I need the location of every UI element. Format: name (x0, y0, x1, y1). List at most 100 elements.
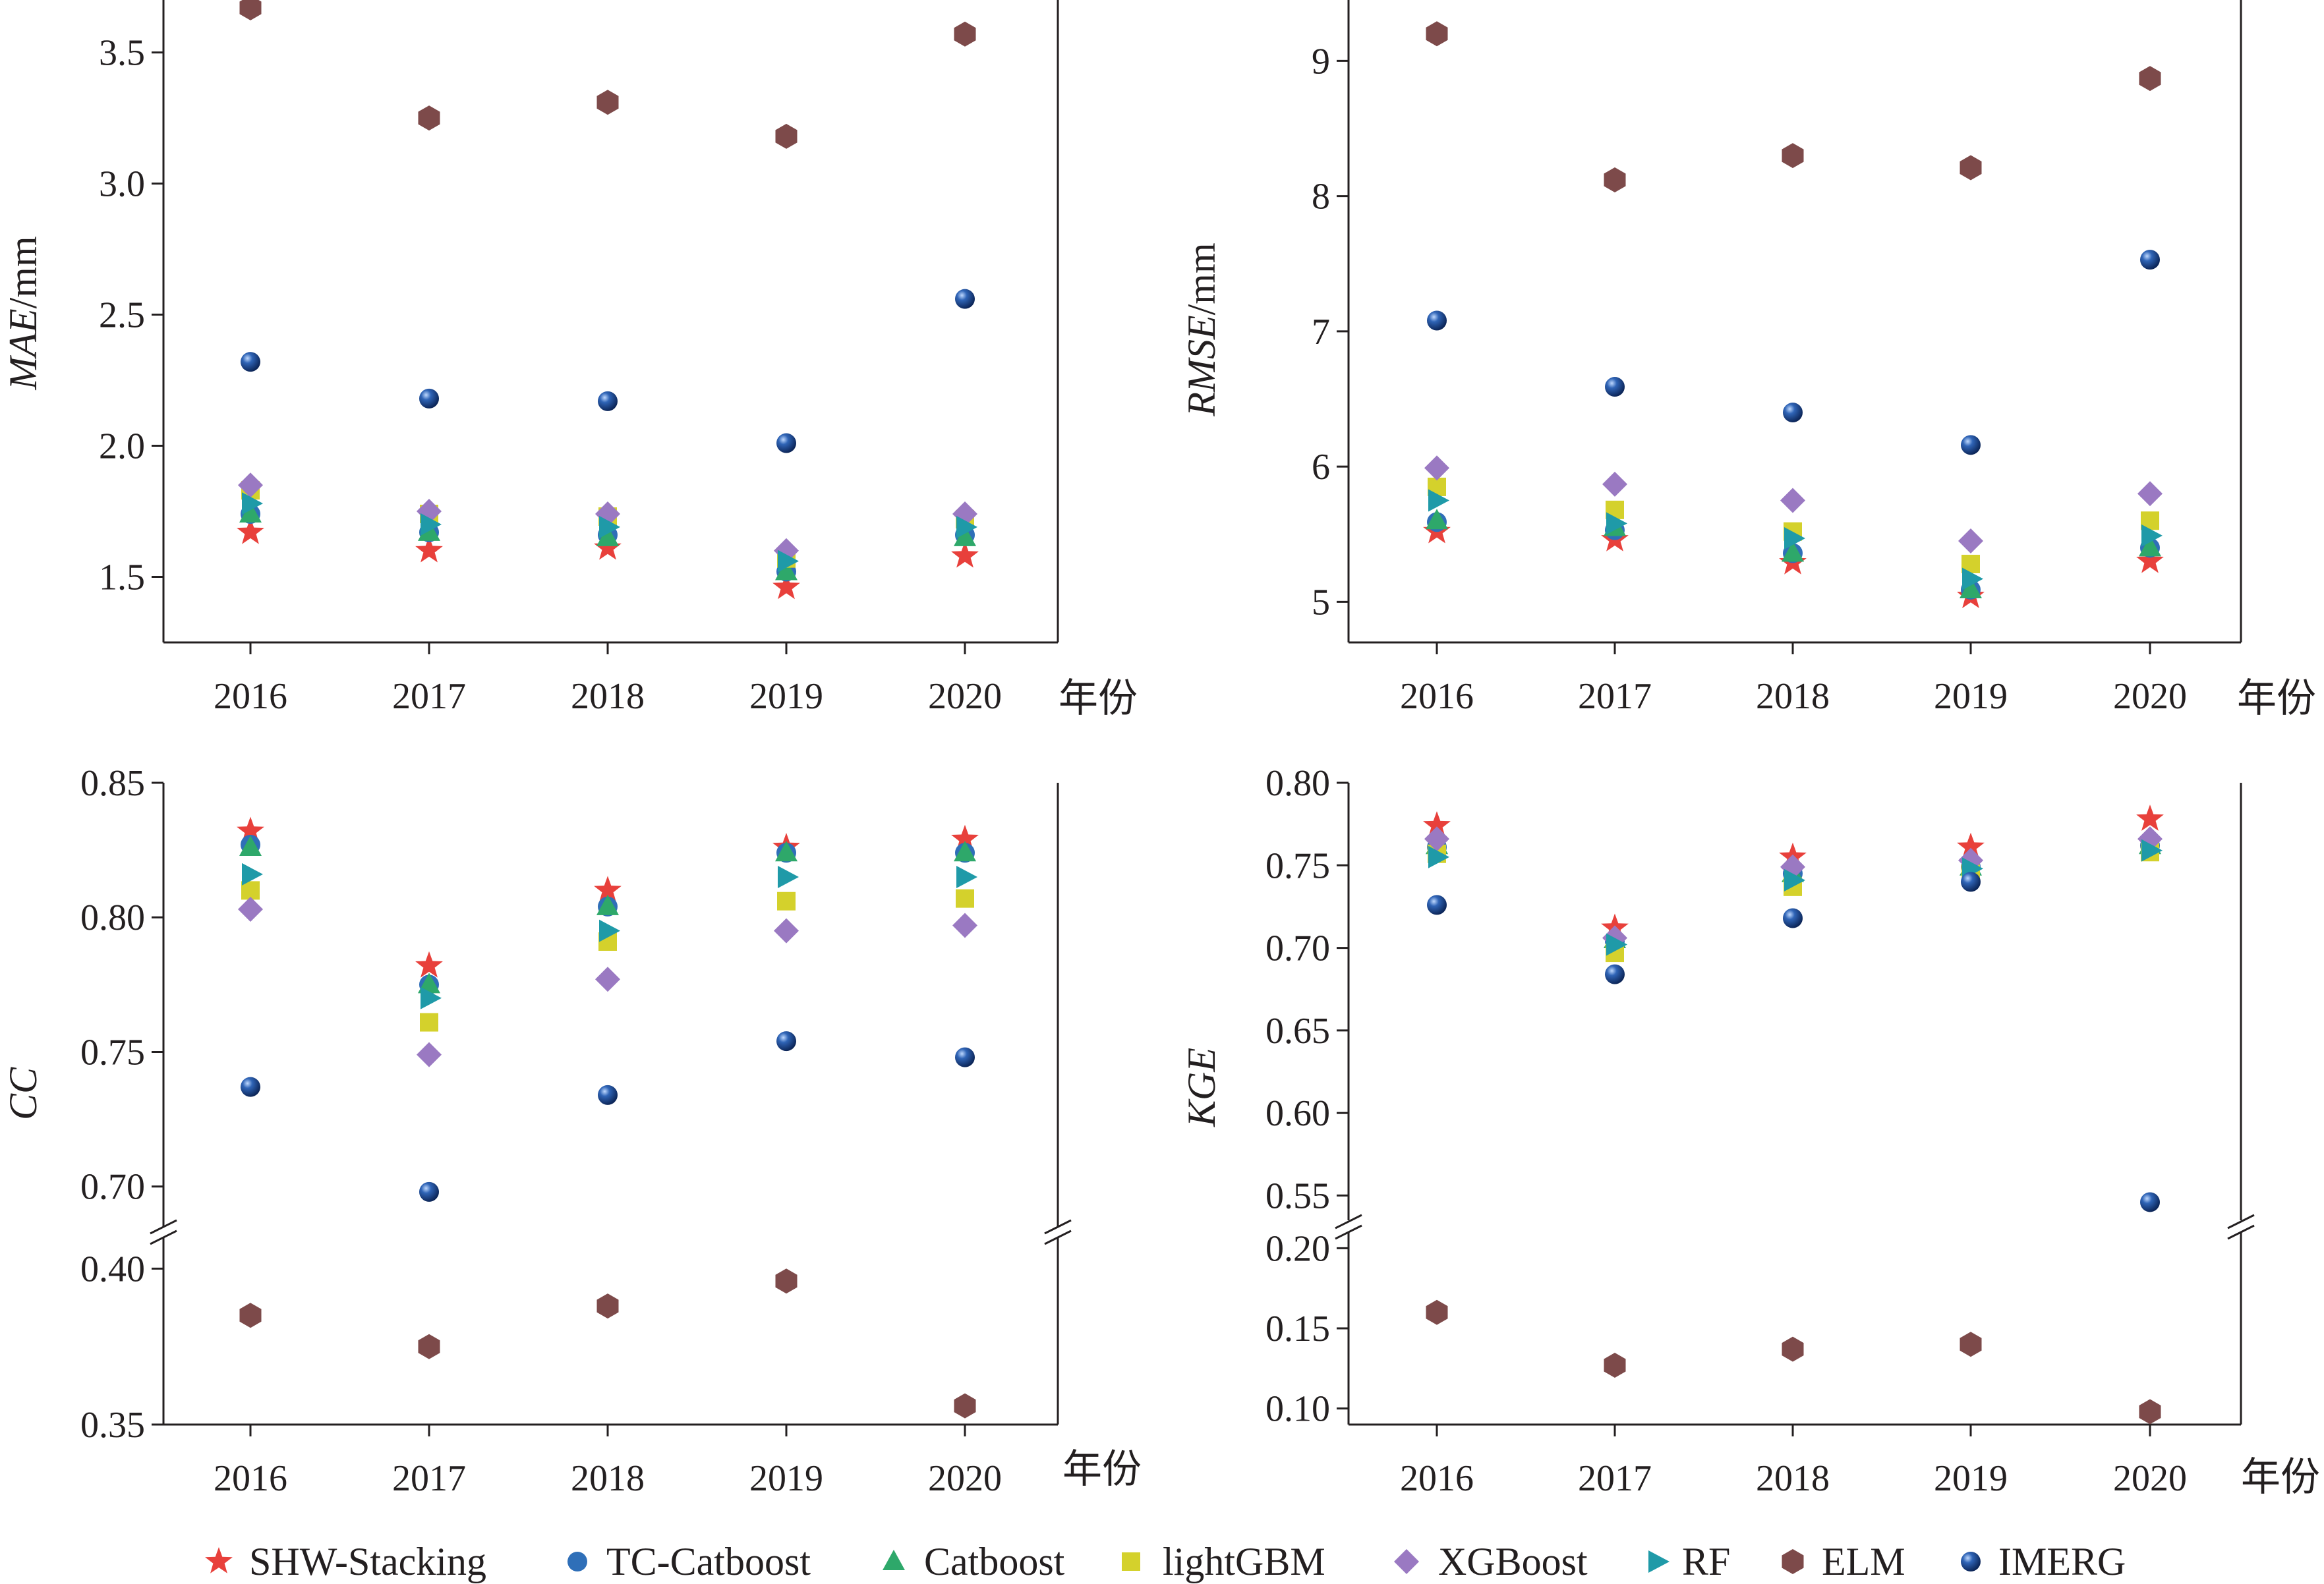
kge-point-imerg-2017 (1605, 964, 1625, 984)
legend-item-elm: ELM (1782, 1540, 1905, 1583)
cc-x-tick-label-2016: 2016 (214, 1458, 287, 1499)
rmse-point-catboost-2018 (1782, 541, 1804, 562)
legend-symbol-catboost (883, 1550, 905, 1570)
kge-x-tick-label-2016: 2016 (1400, 1458, 1474, 1499)
mae-point-shw-stacking-2017 (415, 536, 443, 563)
mae-point-imerg-2018 (598, 391, 618, 411)
cc-point-catboost-2017 (418, 973, 440, 994)
rmse-point-imerg-2018 (1783, 403, 1803, 423)
rmse-point-xgboost-2019 (1958, 528, 1983, 554)
cc-axis-break-left (150, 1219, 177, 1245)
mae-x-tick-label-2020: 2020 (928, 676, 1002, 717)
kge-y-tick-label-0.75: 0.75 (1265, 845, 1330, 886)
mae-points (237, 0, 979, 600)
legend-marker-shw-stacking (205, 1547, 233, 1573)
rmse-y-tick-label-9: 9 (1312, 41, 1330, 82)
kge-point-elm-2019 (1960, 1332, 1982, 1357)
cc-y-ticks: 0.70 0.75 0.80 0.85 0.35 0.40 (80, 763, 966, 1446)
legend-marker-lightgbm (1122, 1552, 1140, 1571)
cc-panel: 0.70 0.75 0.80 0.85 0.35 0.40 2016 2017 2018 … (1, 763, 1142, 1499)
legend-label-xgboost: XGBoost (1438, 1540, 1588, 1583)
kge-panel: 0.55 0.60 0.65 0.70 0.75 0.80 0.10 0.15 0.20 201… (1180, 763, 2320, 1500)
rmse-x-tick-label-2020: 2020 (2113, 676, 2187, 717)
rmse-point-imerg-2019 (1961, 435, 1981, 455)
kge-y-tick-label-0.80: 0.80 (1265, 763, 1330, 804)
legend-symbol-imerg (1961, 1552, 1981, 1571)
kge-point-imerg-2020 (2140, 1192, 2160, 1212)
mae-y-tick-label-1.5: 1.5 (99, 557, 145, 598)
cc-point-imerg-2019 (776, 1031, 796, 1052)
cc-points (237, 816, 979, 1419)
kge-y-tick-label-0.10: 0.10 (1265, 1389, 1330, 1430)
kge-y-tick-label-0.60: 0.60 (1265, 1093, 1330, 1134)
cc-point-rf-2020 (956, 865, 977, 888)
cc-point-rf-2016 (242, 863, 263, 886)
mae-point-catboost-2018 (596, 525, 619, 546)
kge-point-elm-2018 (1782, 1336, 1804, 1362)
mae-point-rf-2016 (242, 492, 263, 515)
cc-point-catboost-2016 (239, 835, 262, 857)
kge-y-tick-label-0.15: 0.15 (1265, 1309, 1330, 1349)
legend-label-tc-catboost: TC-Catboost (606, 1540, 811, 1583)
rmse-x-tick-label-2017: 2017 (1578, 676, 1652, 717)
rmse-point-shw-stacking-2020 (2136, 546, 2164, 573)
mae-point-elm-2018 (596, 90, 619, 115)
mae-point-shw-stacking-2019 (772, 573, 800, 600)
kge-axis-break-right (2227, 1214, 2255, 1240)
legend-item-lightgbm: lightGBM (1122, 1540, 1325, 1583)
rmse-x-tick-label-2018: 2018 (1756, 676, 1830, 717)
mae-y-tick-label-2.5: 2.5 (99, 295, 145, 336)
cc-x-axis-title: 年份 (1062, 1446, 1142, 1492)
cc-y-tick-label-0.35: 0.35 (80, 1405, 145, 1446)
kge-y-axis-title: KGE (1180, 1048, 1223, 1127)
legend-label-imerg: IMERG (1998, 1540, 2126, 1583)
legend-symbol-tc-catboost (567, 1552, 587, 1571)
cc-point-shw-stacking-2017 (415, 951, 443, 978)
cc-x-ticks: 2016 2017 2018 2019 2020 (214, 1458, 1002, 1499)
mae-point-imerg-2016 (241, 352, 260, 372)
cc-point-shw-stacking-2016 (237, 816, 264, 843)
rmse-point-xgboost-2018 (1780, 488, 1805, 513)
kge-y-ticks: 0.55 0.60 0.65 0.70 0.75 0.80 0.10 0.15 0.20 (1265, 763, 2151, 1436)
legend-marker-elm (1782, 1549, 1804, 1574)
cc-point-shw-stacking-2020 (951, 824, 979, 851)
kge-x-tick-label-2019: 2019 (1934, 1458, 2008, 1499)
rmse-x-ticks: 2016 2017 2018 2019 2020 (1400, 676, 2187, 717)
mae-x-tick-label-2019: 2019 (749, 676, 823, 717)
cc-y-tick-label-0.80: 0.80 (80, 897, 145, 938)
legend-item-shw-stacking: SHW-Stacking (205, 1540, 486, 1583)
legend-symbol-elm (1782, 1549, 1804, 1574)
rmse-y-axis-title-unit: /mm (1180, 242, 1223, 315)
rmse-y-tick-label-5: 5 (1312, 582, 1330, 623)
legend-item-imerg: IMERG (1961, 1540, 2126, 1583)
mae-y-ticks: 1.5 2.0 2.5 3.0 3.5 (99, 33, 966, 654)
cc-point-xgboost-2017 (417, 1042, 442, 1067)
kge-y-tick-label-0.55: 0.55 (1265, 1175, 1330, 1216)
kge-point-shw-stacking-2020 (2136, 805, 2164, 831)
cc-point-imerg-2017 (419, 1181, 439, 1202)
rmse-point-catboost-2019 (1960, 577, 1982, 598)
mae-point-imerg-2019 (776, 433, 796, 453)
rmse-x-tick-label-2016: 2016 (1400, 676, 1474, 717)
cc-point-lightgbm-2017 (420, 1013, 438, 1032)
mae-point-imerg-2020 (955, 289, 975, 309)
mae-point-rf-2018 (599, 515, 620, 538)
mae-point-catboost-2016 (239, 502, 262, 523)
rmse-x-axis-title: 年份 (2237, 675, 2316, 721)
kge-point-shw-stacking-2016 (1423, 811, 1451, 837)
kge-x-ticks: 2016 2017 2018 2019 2020 (1400, 1458, 2187, 1499)
rmse-point-xgboost-2020 (2137, 481, 2163, 507)
kge-point-rf-2017 (1606, 933, 1627, 956)
legend-label-elm: ELM (1822, 1540, 1905, 1583)
kge-y-tick-label-0.70: 0.70 (1265, 928, 1330, 969)
cc-point-rf-2017 (421, 986, 442, 1009)
rmse-point-rf-2019 (1962, 567, 1983, 590)
rmse-y-tick-label-8: 8 (1312, 177, 1330, 217)
legend-label-rf: RF (1682, 1540, 1730, 1583)
rmse-point-imerg-2020 (2140, 250, 2160, 270)
cc-x-tick-label-2020: 2020 (928, 1458, 1002, 1499)
legend-item-catboost: Catboost (883, 1540, 1065, 1583)
cc-point-elm-2019 (775, 1268, 798, 1294)
mae-point-xgboost-2016 (238, 472, 263, 498)
